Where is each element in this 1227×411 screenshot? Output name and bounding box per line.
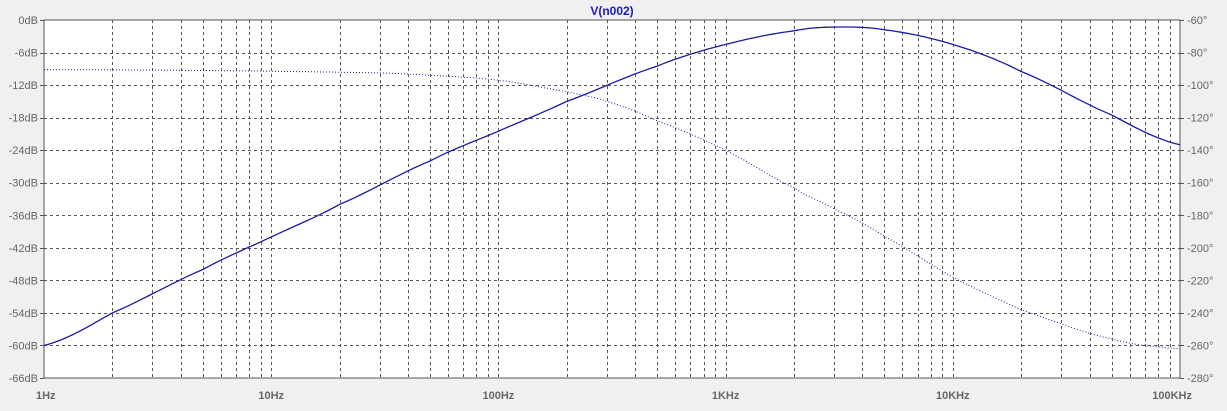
- series-layer: [43, 26, 1181, 350]
- y-left-tick-label: -54dB: [9, 308, 38, 320]
- x-tick-label: 1KHz: [712, 390, 740, 402]
- y-left-tick-label: 0dB: [18, 15, 38, 27]
- x-tick-label: 10KHz: [936, 390, 970, 402]
- y-right-tick-label: -80°: [1187, 48, 1207, 60]
- y-right-tick-label: -160°: [1187, 178, 1213, 190]
- magnitude-trace: [43, 26, 1181, 347]
- x-tick-label: 100KHz: [1152, 390, 1192, 402]
- y-left-tick-label: -42dB: [9, 243, 38, 255]
- y-right-tick-label: -280°: [1187, 373, 1213, 385]
- x-tick-label: 10Hz: [258, 390, 284, 402]
- y-right-tick-label: -140°: [1187, 145, 1213, 157]
- y-right-tick-label: -120°: [1187, 113, 1213, 125]
- y-right-tick-label: -200°: [1187, 243, 1213, 255]
- x-tick-label: 100Hz: [483, 390, 515, 402]
- y-right-tick-label: -240°: [1187, 308, 1213, 320]
- y-left-tick-label: -24dB: [9, 145, 38, 157]
- y-left-tick-label: -36dB: [9, 210, 38, 222]
- chart-title[interactable]: V(n002): [590, 4, 633, 18]
- y-left-tick-label: -18dB: [9, 113, 38, 125]
- y-right-tick-label: -180°: [1187, 210, 1213, 222]
- y-right-tick-label: -260°: [1187, 340, 1213, 352]
- y-left-tick-label: -60dB: [9, 340, 38, 352]
- plot-area[interactable]: [43, 19, 1181, 379]
- y-right-tick-label: -60°: [1187, 15, 1207, 27]
- axis-labels: 0dB -6dB -12dB -18dB -24dB -30dB -36dB -42dB -48…: [9, 15, 1214, 402]
- y-left-tick-label: -48dB: [9, 275, 38, 287]
- y-right-tick-label: -220°: [1187, 275, 1213, 287]
- y-left-tick-label: -30dB: [9, 178, 38, 190]
- y-left-tick-label: -66dB: [9, 373, 38, 385]
- y-right-tick-label: -100°: [1187, 80, 1213, 92]
- x-tick-label: 1Hz: [36, 390, 56, 402]
- y-left-tick-label: -6dB: [15, 48, 38, 60]
- y-left-tick-label: -12dB: [9, 80, 38, 92]
